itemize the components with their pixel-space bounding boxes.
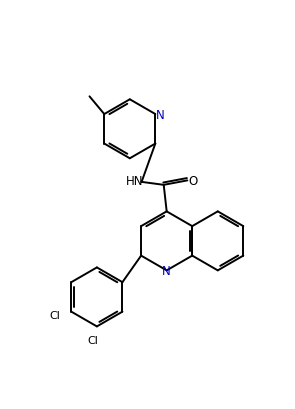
Text: Cl: Cl [87, 335, 98, 345]
Text: N: N [162, 264, 171, 277]
Text: N: N [155, 108, 164, 121]
Text: HN: HN [125, 175, 143, 187]
Text: O: O [189, 175, 198, 187]
Text: Cl: Cl [50, 310, 60, 320]
